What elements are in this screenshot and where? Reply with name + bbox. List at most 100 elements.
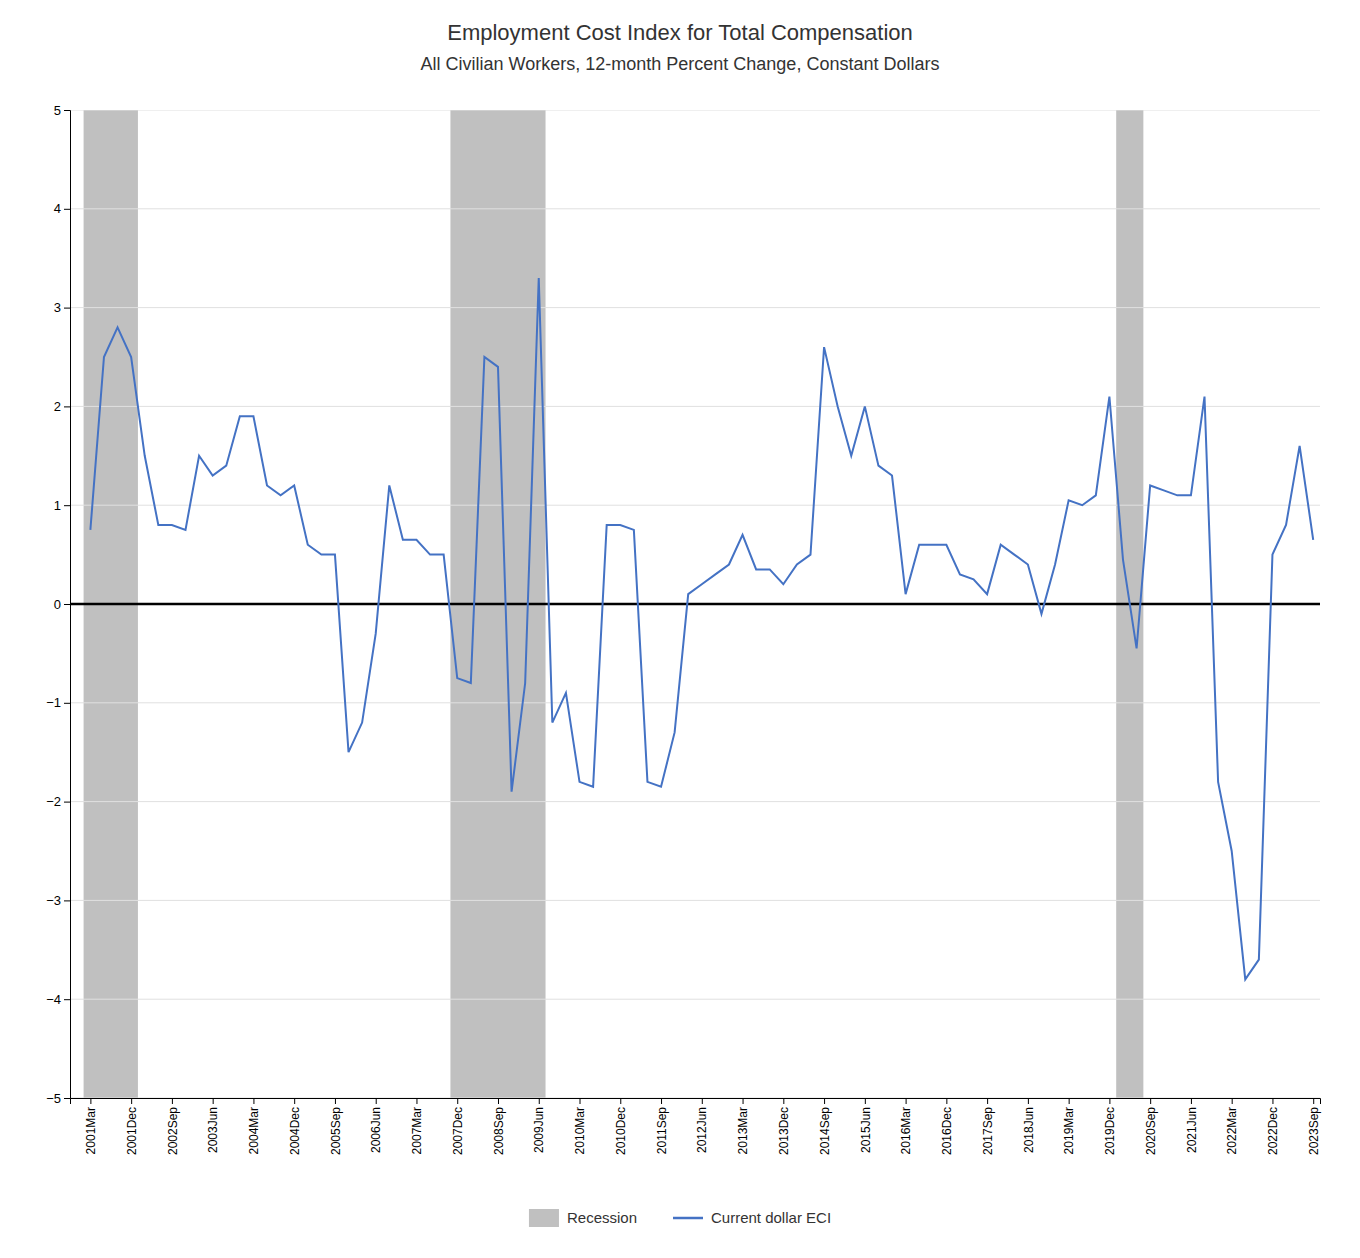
x-tick: 2019Mar [1062,1098,1076,1154]
x-tick-label: 2011Sep [655,1107,669,1154]
x-tick-mark [498,1098,499,1104]
y-tick: −1 [46,695,70,710]
y-tick: 1 [54,498,70,513]
x-tick-mark [539,1098,540,1104]
y-axis-line [64,111,71,1099]
x-tick: 2002Sep [166,1098,180,1155]
legend-swatch [529,1209,559,1227]
y-tick-mark [64,604,70,605]
x-tick-mark [987,1098,988,1104]
x-tick: 2021Jun [1185,1098,1199,1153]
y-tick-label: −4 [46,992,61,1007]
x-tick-mark [1272,1098,1273,1104]
y-axis: −5 −4 −3 −2 −1 0 1 2 3 4 5 [46,103,70,1106]
x-tick-label: 2013Dec [777,1107,791,1155]
x-tick-mark [824,1098,825,1104]
x-tick: 2005Sep [329,1098,343,1155]
x-tick-mark [661,1098,662,1104]
y-tick-label: −2 [46,794,61,809]
x-tick: 2007Dec [451,1098,465,1155]
x-tick-label: 2021Jun [1185,1107,1199,1153]
grid-line [70,1098,1320,1099]
grid-line [70,900,1320,901]
x-tick-mark [172,1098,173,1104]
x-tick-label: 2017Sep [981,1107,995,1155]
y-tick-mark [64,308,70,309]
x-tick-label: 2001Dec [125,1107,139,1155]
x-tick-mark [1313,1098,1314,1104]
x-tick-mark [865,1098,866,1104]
x-tick-label: 2002Sep [166,1107,180,1155]
y-tick: −5 [46,1091,70,1106]
grid-line [70,208,1320,209]
x-tick-label: 2006Jun [369,1107,383,1153]
x-tick-mark [743,1098,744,1104]
x-tick-mark [335,1098,336,1104]
x-tick: 2018Jun [1022,1098,1036,1153]
x-tick-mark [1028,1098,1029,1104]
x-tick-mark [783,1098,784,1104]
x-tick-label: 2015Jun [859,1107,873,1153]
x-tick-label: 2007Mar [410,1107,424,1154]
y-tick: 2 [54,399,70,414]
marks [70,110,1320,1098]
grid-line [70,110,1320,111]
y-tick: −2 [46,794,70,809]
y-tick-label: 4 [54,201,61,216]
x-tick-mark [457,1098,458,1104]
x-tick-label: 2004Dec [288,1107,302,1155]
x-tick: 2013Mar [736,1098,750,1154]
y-tick: 4 [54,201,70,216]
grid-line [70,604,1320,605]
x-tick-label: 2008Sep [492,1107,506,1155]
x-tick-label: 2009Jun [532,1107,546,1153]
title-group: Employment Cost Index for Total Compensa… [421,20,940,74]
x-tick: 2008Sep [492,1098,506,1155]
y-tick: −3 [46,893,70,908]
grid-line [70,505,1320,506]
y-tick-label: 0 [54,597,61,612]
x-tick-mark [131,1098,132,1104]
y-tick-label: 2 [54,399,61,414]
subtitle: All Civilian Workers, 12-month Percent C… [421,54,940,74]
x-tick-mark [906,1098,907,1104]
x-tick: 2009Jun [532,1098,546,1153]
x-tick-label: 2005Sep [329,1107,343,1155]
x-tick: 2019Dec [1103,1098,1117,1155]
y-tick-label: 1 [54,498,61,513]
x-tick: 2017Sep [981,1098,995,1155]
y-tick-mark [64,900,70,901]
grid-line [70,702,1320,703]
x-tick: 2007Mar [410,1098,424,1154]
x-tick: 2010Dec [614,1098,628,1155]
x-tick-label: 2012Jun [695,1107,709,1153]
x-tick: 2023Sep [1307,1098,1321,1155]
zero-line [70,603,1320,606]
y-tick-mark [64,1098,70,1099]
x-tick: 2001Dec [125,1098,139,1155]
x-tick-label: 2019Dec [1103,1107,1117,1155]
x-tick: 2016Mar [899,1098,913,1154]
y-tick-label: 3 [54,300,61,315]
x-tick: 2022Mar [1225,1098,1239,1154]
plot-area: 2001Mar2001Dec2002Sep2003Jun2004Mar2004D… [46,103,1321,1155]
x-tick-mark [946,1098,947,1104]
grid-line [70,999,1320,1000]
x-tick-label: 2007Dec [451,1107,465,1155]
x-tick-mark [1150,1098,1151,1104]
y-tick: 0 [54,597,70,612]
x-tick: 2020Sep [1144,1098,1158,1155]
x-tick-label: 2010Dec [614,1107,628,1155]
grid-line [70,307,1320,308]
y-tick: 5 [54,103,70,118]
x-tick-mark [253,1098,254,1104]
x-tick-label: 2022Mar [1225,1107,1239,1154]
legend-label: Recession [567,1209,637,1226]
x-tick-mark [1191,1098,1192,1104]
x-tick-label: 2010Mar [573,1107,587,1154]
x-tick-mark [702,1098,703,1104]
x-tick-label: 2004Mar [247,1107,261,1154]
title: Employment Cost Index for Total Compensa… [447,20,913,45]
x-tick-label: 2016Dec [940,1107,954,1155]
y-tick-mark [64,505,70,506]
